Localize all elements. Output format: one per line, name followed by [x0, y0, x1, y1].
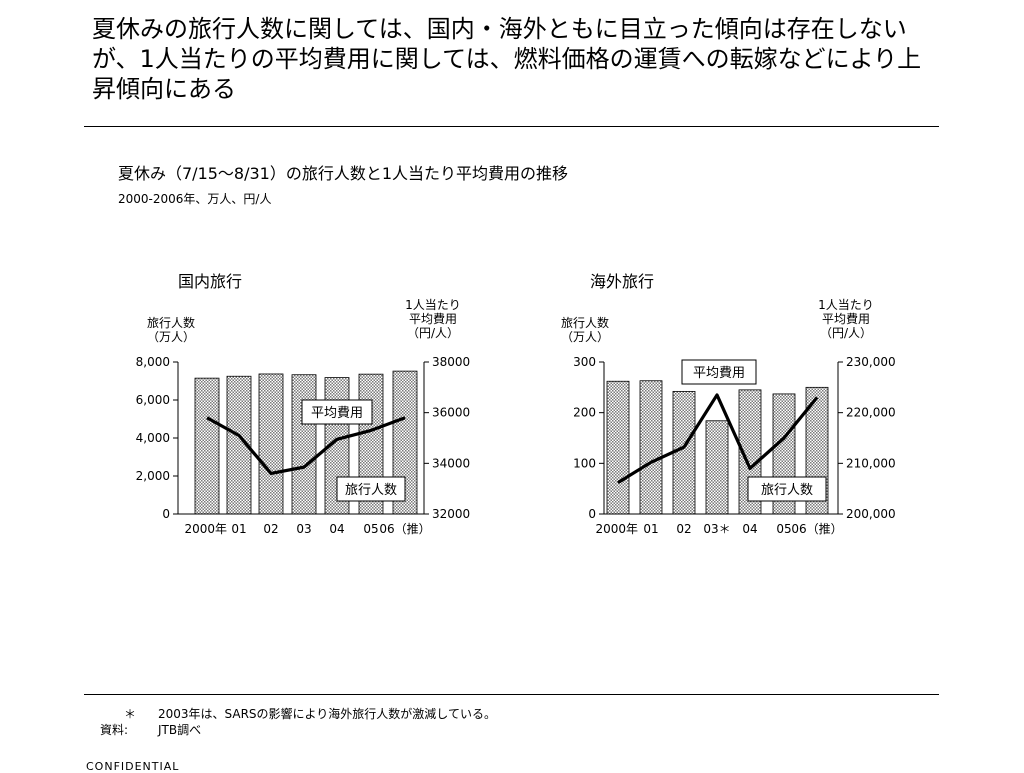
left-tick-label: 300: [573, 355, 596, 369]
right-tick-label: 220,000: [846, 406, 896, 420]
confidential-stamp: CONFIDENTIAL: [86, 760, 180, 773]
right-axis-title: （円/人）: [820, 326, 872, 340]
line-series-label-box: [301, 399, 373, 425]
line-series-label: 平均費用: [311, 406, 363, 421]
left-tick-label: 4,000: [136, 431, 170, 445]
domestic-chart-title: 国内旅行: [178, 272, 243, 291]
x-tick-label: 2000年: [595, 522, 638, 536]
bar-series-label-box: [747, 476, 827, 502]
line-series-label-box: [681, 359, 757, 385]
footnote-sars: 2003年は、SARSの影響により海外旅行人数が激減している。: [158, 707, 496, 721]
right-tick-label: 34000: [432, 456, 470, 470]
left-tick-label: 6,000: [136, 393, 170, 407]
right-tick-label: 200,000: [846, 507, 896, 521]
line-series-label: 平均費用: [693, 366, 745, 381]
top-divider: [84, 126, 939, 127]
x-tick-label: 01: [643, 522, 658, 536]
x-tick-label: 03: [296, 522, 311, 536]
x-tick-label: 06（推）: [379, 522, 430, 536]
left-tick-label: 0: [588, 507, 596, 521]
right-axis-title: 平均費用: [409, 311, 457, 326]
x-tick-label: 05: [776, 522, 791, 536]
bar-series-label: 旅行人数: [345, 483, 397, 498]
x-tick-label: 06（推）: [791, 522, 842, 536]
x-tick-label: 02: [263, 522, 278, 536]
right-tick-label: 32000: [432, 507, 470, 521]
x-tick-label: 02: [676, 522, 691, 536]
average-cost-line: [206, 416, 406, 476]
x-tick-label: 01: [231, 522, 246, 536]
bar-series-label: 旅行人数: [761, 483, 813, 498]
right-axis-title: 平均費用: [822, 311, 870, 326]
x-tick-label: 03＊: [703, 522, 730, 536]
left-axis-title: （万人）: [147, 330, 195, 344]
chart-subnote: 2000-2006年、万人、円/人: [118, 192, 272, 206]
right-tick-label: 210,000: [846, 456, 896, 470]
bar: [672, 390, 696, 515]
bar: [606, 380, 630, 515]
right-axis-title: 1人当たり: [818, 298, 874, 312]
footnote-source-label: 資料:: [100, 723, 129, 737]
left-tick-label: 200: [573, 406, 596, 420]
x-tick-label: 04: [329, 522, 344, 536]
x-tick-label: 04: [742, 522, 757, 536]
chart-subtitle: 夏休み（7/15〜8/31）の旅行人数と1人当たり平均費用の推移: [118, 164, 569, 183]
left-tick-label: 0: [162, 507, 170, 521]
x-tick-label: 2000年: [184, 522, 227, 536]
left-tick-label: 100: [573, 456, 596, 470]
footnote-asterisk: ＊: [124, 707, 137, 721]
bar: [639, 380, 663, 515]
right-axis-title: （円/人）: [407, 326, 459, 340]
bottom-divider: [84, 694, 939, 695]
bar: [705, 420, 729, 515]
headline: 夏休みの旅行人数に関しては、国内・海外ともに目立った傾向は存在しないが、1人当た…: [92, 15, 922, 103]
bar: [291, 374, 317, 515]
right-tick-label: 38000: [432, 355, 470, 369]
left-tick-label: 2,000: [136, 469, 170, 483]
left-axis-title: 旅行人数: [561, 315, 609, 330]
footnote-source: JTB調べ: [158, 723, 202, 737]
right-tick-label: 230,000: [846, 355, 896, 369]
right-tick-label: 36000: [432, 406, 470, 420]
right-axis-title: 1人当たり: [405, 298, 461, 312]
left-axis-title: （万人）: [561, 330, 609, 344]
average-cost-line: [617, 393, 819, 484]
overseas-chart-title: 海外旅行: [590, 272, 655, 291]
bar-series-label-box: [336, 476, 406, 502]
x-tick-label: 05: [363, 522, 378, 536]
left-axis-title: 旅行人数: [147, 315, 195, 330]
left-tick-label: 8,000: [136, 355, 170, 369]
